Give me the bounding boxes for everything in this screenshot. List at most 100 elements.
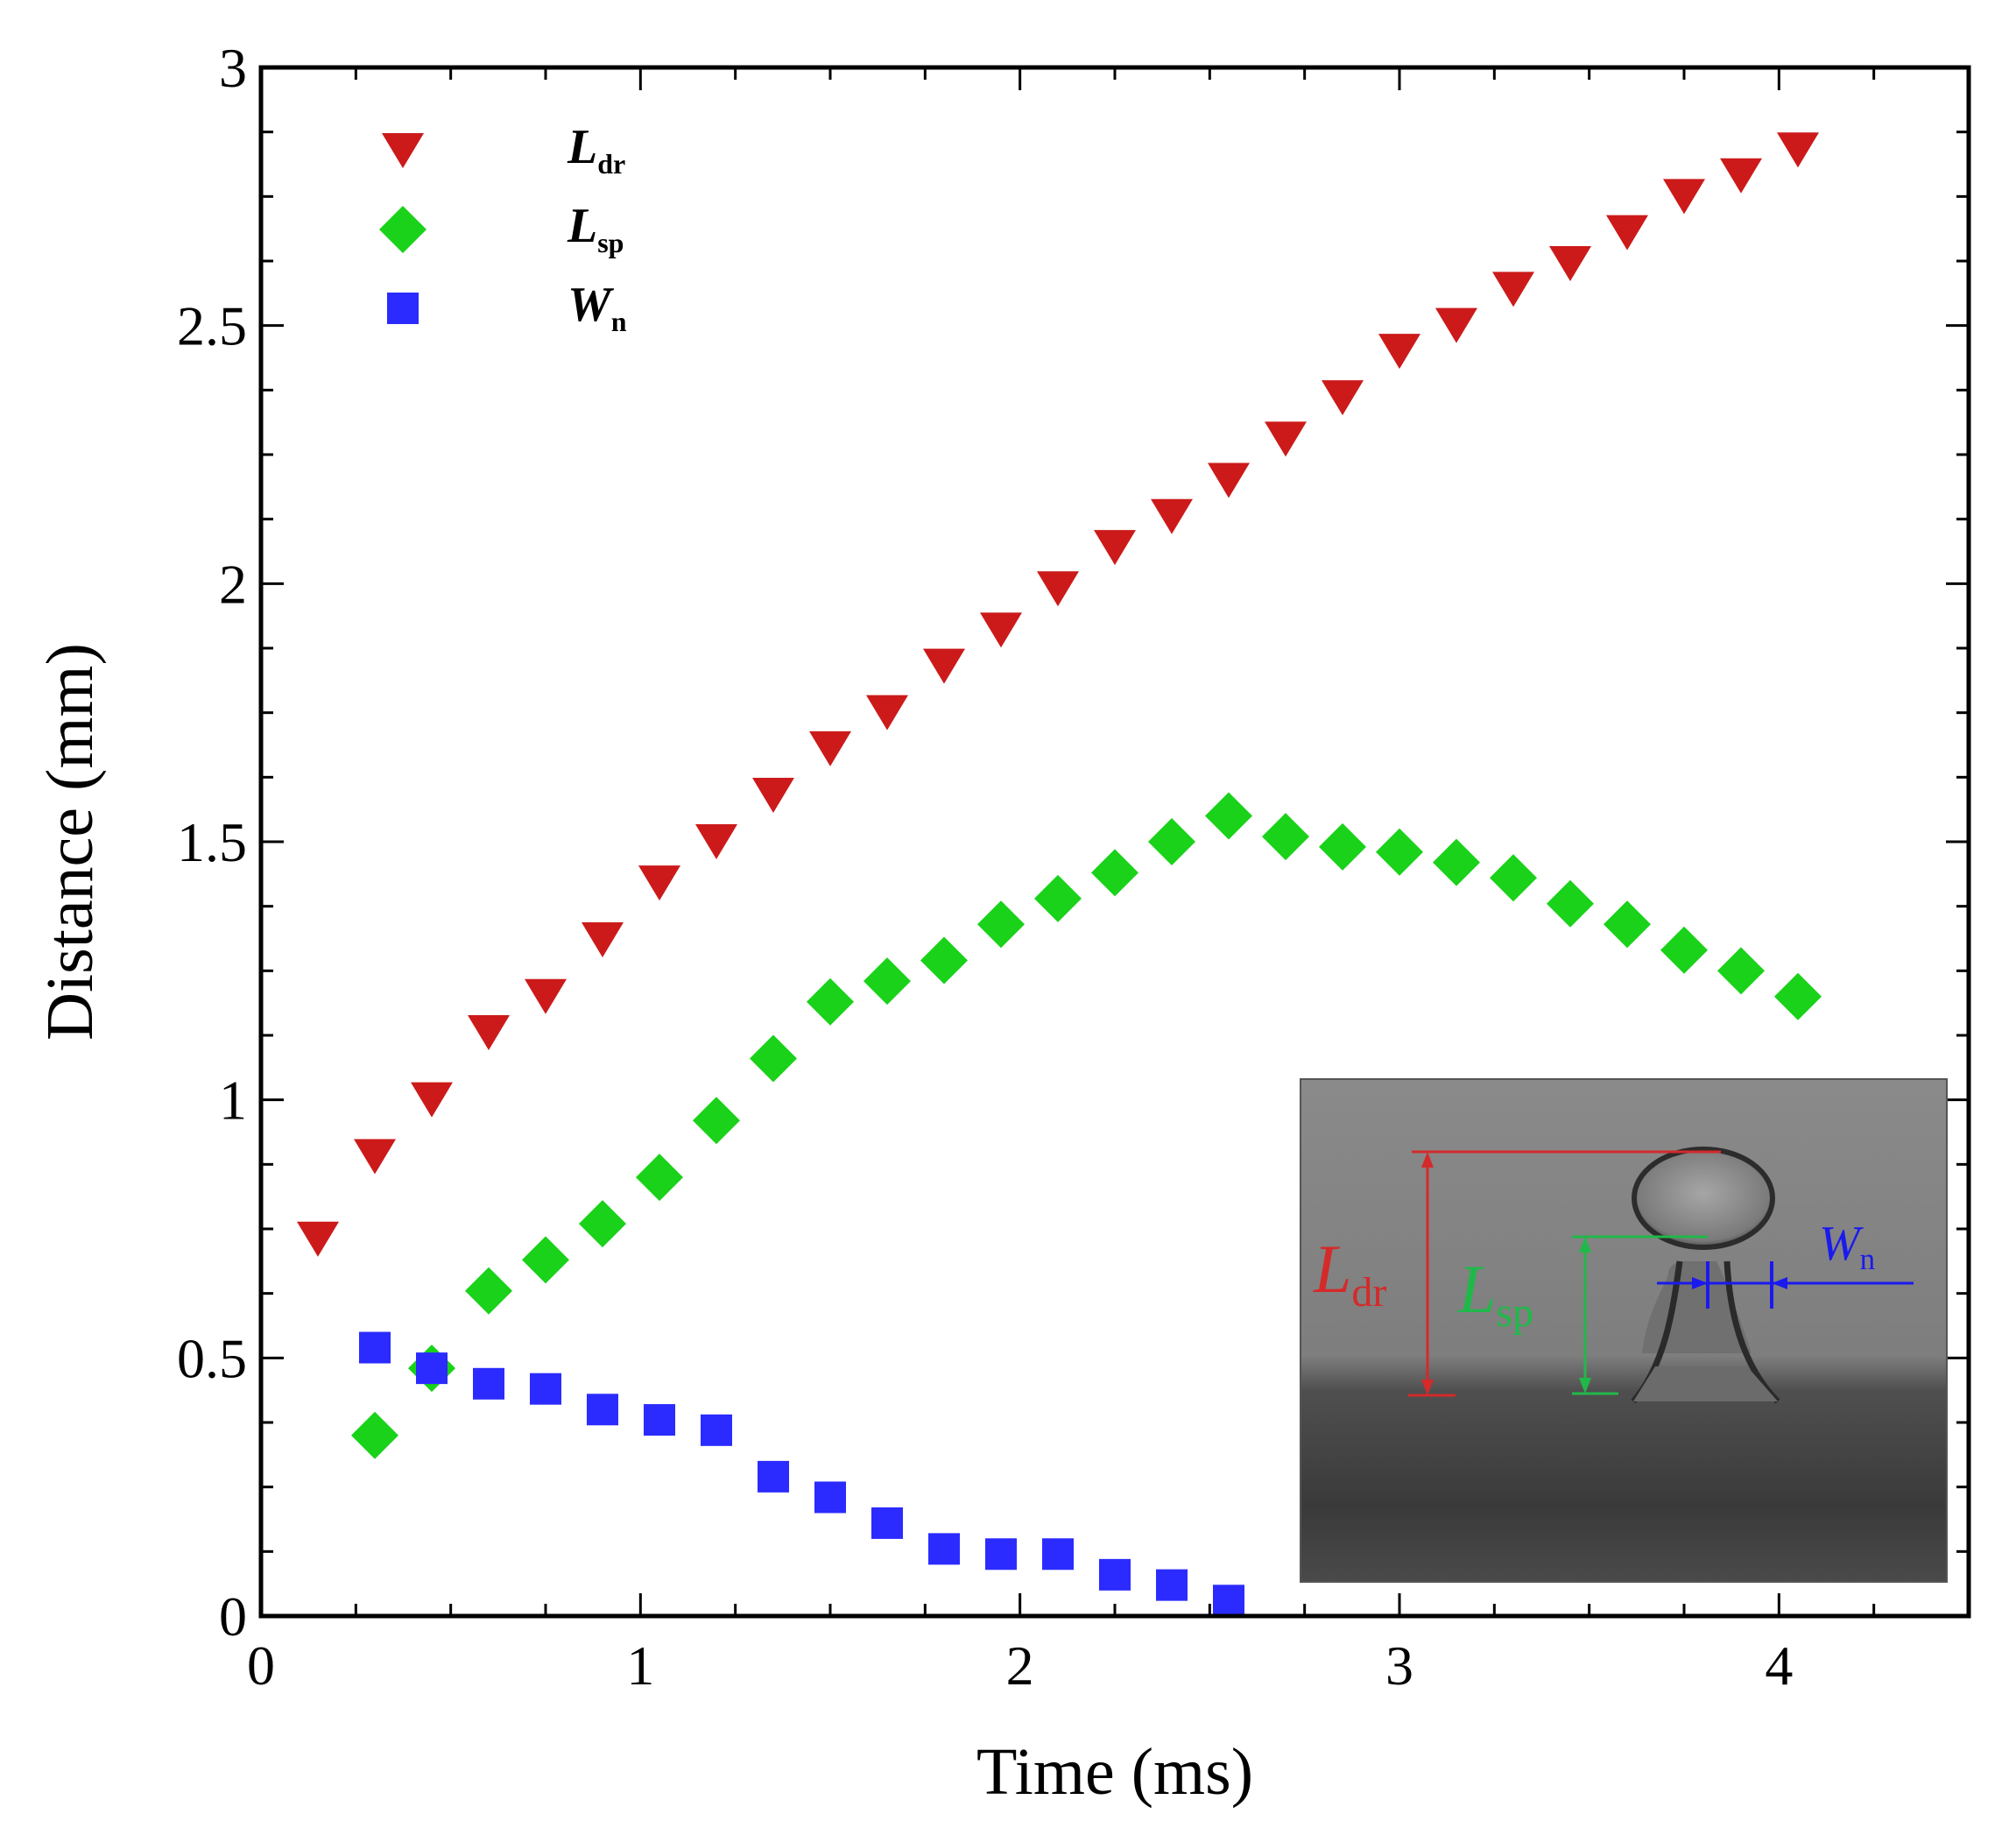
wn-point <box>814 1481 846 1514</box>
lsp-point <box>636 1154 683 1202</box>
ldr-arrow-head-top <box>1421 1152 1434 1168</box>
ldr-point <box>1265 421 1307 457</box>
x-axis-title: Time (ms) <box>976 1735 1253 1809</box>
ldr-point <box>695 824 737 859</box>
ldr-point <box>866 695 908 731</box>
ldr-point <box>411 1082 453 1118</box>
y-tick-label: 2 <box>219 553 247 615</box>
wn-arrow-head-left <box>1692 1277 1708 1289</box>
lsp-point <box>1091 849 1138 897</box>
ldr-point <box>923 648 965 684</box>
lsp-point <box>1717 947 1765 995</box>
inset-label-ldr: Ldr <box>1313 1231 1386 1316</box>
lsp-point <box>1660 926 1708 974</box>
inset-photo: Ldr Lsp Wn <box>1300 1078 1948 1583</box>
y-tick-label: 0 <box>219 1585 247 1648</box>
plot-frame <box>258 65 1971 1619</box>
x-tick-label: 3 <box>1385 1634 1413 1697</box>
ldr-point <box>525 978 567 1014</box>
inset-droplet <box>1632 1147 1775 1250</box>
ldr-point <box>809 731 851 766</box>
lsp-point <box>579 1200 626 1248</box>
wn-point <box>587 1394 618 1426</box>
x-tick-label: 4 <box>1765 1634 1793 1697</box>
inset-label-wn: Wn <box>1819 1217 1875 1276</box>
ldr-point <box>1720 158 1762 194</box>
x-tick-label: 2 <box>1006 1634 1034 1697</box>
wn-point <box>1042 1538 1074 1570</box>
lsp-point <box>1547 879 1594 928</box>
ldr-point <box>1663 179 1705 215</box>
wn-point <box>1156 1569 1188 1601</box>
wn-point <box>644 1404 675 1436</box>
series-wn <box>359 1331 1244 1617</box>
series-lsp <box>351 792 1822 1459</box>
x-tick-label: 1 <box>626 1634 654 1697</box>
wn-point <box>758 1460 789 1493</box>
ldr-point <box>468 1015 510 1051</box>
legend-marker-ldr <box>382 133 424 168</box>
y-tick-label: 3 <box>219 37 247 99</box>
legend-marker-wn <box>387 293 419 324</box>
wn-point <box>473 1367 504 1400</box>
wn-point <box>985 1538 1017 1570</box>
lsp-arrow-head-top <box>1579 1237 1591 1253</box>
legend-label-wn: Wn <box>567 278 627 337</box>
ldr-point <box>1378 334 1420 370</box>
lsp-point <box>351 1411 398 1459</box>
legend-marker-lsp <box>379 206 426 253</box>
ldr-point <box>1151 498 1193 534</box>
wn-point <box>871 1507 903 1539</box>
lsp-point <box>1490 854 1537 902</box>
ldr-point <box>297 1221 339 1257</box>
inset-neck-right <box>1723 1260 1780 1404</box>
lsp-point <box>807 978 854 1026</box>
lsp-point <box>693 1097 740 1145</box>
ldr-point <box>752 777 794 813</box>
lsp-point <box>1604 900 1651 949</box>
ldr-point <box>1037 571 1079 607</box>
lsp-arrow-head-bottom <box>1579 1378 1591 1394</box>
legend-item-wn: Wn <box>387 278 627 337</box>
legend-item-lsp: Lsp <box>379 199 624 258</box>
lsp-point <box>1319 822 1366 871</box>
ldr-point <box>582 921 624 957</box>
ldr-point <box>1606 215 1648 251</box>
ldr-point <box>1094 530 1136 566</box>
lsp-point <box>1034 874 1082 922</box>
ldr-point <box>1322 380 1364 416</box>
y-tick-label: 1 <box>219 1069 247 1132</box>
labels-layer: 0 1 2 3 4 0 0.5 1 1.5 2 2.5 3 Time (ms) Distance (mm) <box>33 37 1793 1809</box>
ldr-point <box>980 612 1022 648</box>
y-tick-label: 2.5 <box>177 295 247 357</box>
lsp-point <box>1148 818 1195 865</box>
inset-base-fill <box>1633 1366 1778 1401</box>
lsp-point <box>1774 972 1822 1020</box>
wn-point <box>530 1373 561 1405</box>
lsp-point <box>522 1236 569 1284</box>
lsp-point <box>920 936 968 985</box>
lsp-point <box>465 1267 512 1315</box>
ldr-point <box>638 865 680 901</box>
wn-point <box>359 1331 391 1364</box>
series-ldr <box>297 132 1819 1257</box>
lsp-point <box>1262 813 1309 861</box>
wn-point <box>701 1414 732 1446</box>
ldr-point <box>1549 245 1591 281</box>
legend-label-ldr: Ldr <box>567 120 625 180</box>
inset-label-lsp: Lsp <box>1457 1251 1533 1336</box>
marks-layer <box>297 132 1822 1617</box>
y-axis-title: Distance (mm) <box>33 643 107 1041</box>
y-tick-label: 0.5 <box>177 1327 247 1389</box>
wn-arrow-head-right <box>1772 1277 1787 1289</box>
inset-background <box>1300 1078 1948 1583</box>
y-tick-label: 1.5 <box>177 811 247 873</box>
x-tick-label: 0 <box>247 1634 275 1697</box>
legend-item-ldr: Ldr <box>382 120 625 180</box>
wn-point <box>1213 1585 1244 1617</box>
lsp-point <box>977 900 1025 949</box>
ldr-arrow-head-bottom <box>1421 1380 1434 1395</box>
ldr-point <box>1777 132 1819 168</box>
